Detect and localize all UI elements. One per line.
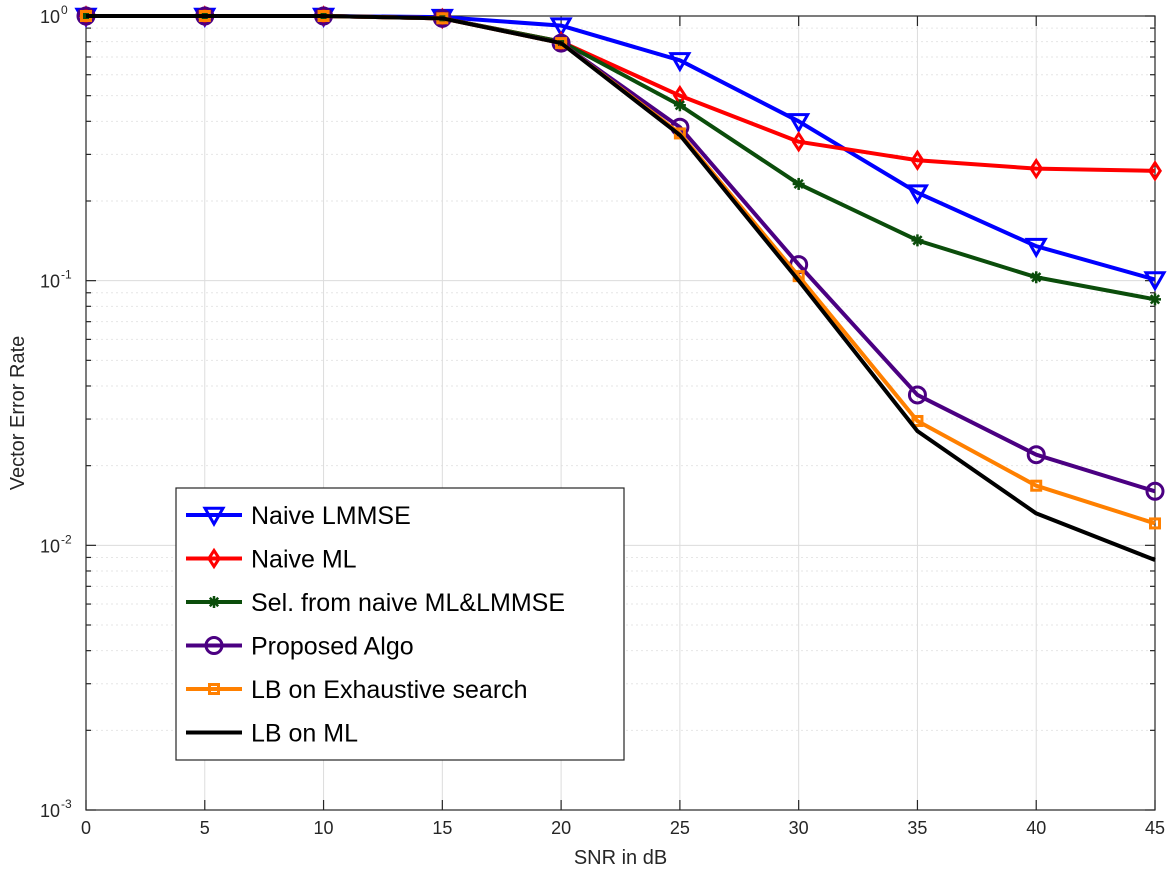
legend-label: Sel. from naive ML&LMMSE (251, 589, 565, 617)
data-point (792, 177, 805, 190)
data-point (1029, 157, 1044, 180)
legend-entry: Naive ML (186, 546, 357, 574)
series-0 (74, 7, 1167, 292)
x-tick-label: 15 (432, 818, 452, 838)
y-tick-label-exponent: 0 (61, 3, 68, 17)
data-point (911, 414, 924, 427)
y-tick-label: 10 (40, 801, 60, 821)
legend-marker (204, 636, 224, 655)
x-tick-label: 10 (314, 818, 334, 838)
series-line (86, 14, 1156, 173)
legend-entry: Proposed Algo (186, 633, 414, 661)
series-line (86, 14, 1156, 526)
x-tick-label: 35 (907, 818, 927, 838)
data-point (1143, 271, 1167, 292)
series-2 (80, 10, 1161, 306)
data-point (905, 184, 930, 205)
legend-label: LB on ML (251, 720, 358, 748)
marker-stroke (793, 178, 804, 190)
data-point (791, 130, 806, 153)
y-tick-label-exponent: -1 (61, 268, 72, 282)
x-tick-label: 5 (200, 818, 210, 838)
marker-stroke (1149, 294, 1161, 305)
series-3 (76, 6, 1165, 501)
marker-stroke (674, 100, 685, 111)
marker-stroke (208, 596, 220, 608)
legend-marker (207, 547, 221, 570)
data-point (673, 99, 686, 112)
marker-stroke (912, 235, 923, 246)
x-tick-label: 20 (551, 818, 571, 838)
data-point (1149, 293, 1161, 306)
x-tick-label: 40 (1026, 818, 1046, 838)
legend-entry: Sel. from naive ML&LMMSE (186, 589, 565, 617)
data-point (668, 52, 692, 73)
x-tick-label: 45 (1145, 818, 1165, 838)
legend-label: Proposed Algo (251, 633, 414, 661)
data-point (1024, 237, 1048, 259)
data-point (1149, 517, 1161, 530)
legend-marker (208, 596, 220, 608)
y-tick-label: 10 (40, 536, 60, 556)
series-1 (79, 5, 1162, 182)
series-line (86, 14, 1156, 302)
y-tick-label: 10 (40, 7, 60, 27)
data-point (911, 234, 924, 247)
marker-stroke (1031, 272, 1042, 283)
data-point (1030, 479, 1043, 492)
legend-label: Naive LMMSE (251, 502, 411, 530)
y-axis-title: Vector Error Rate (7, 336, 29, 491)
data-point (1030, 271, 1043, 284)
legend-label: Naive ML (251, 546, 357, 574)
data-point (1026, 445, 1046, 465)
series-layer (74, 5, 1167, 562)
data-point (787, 113, 811, 134)
series-line (86, 14, 1156, 562)
data-point (910, 149, 925, 172)
data-point (907, 385, 927, 405)
x-tick-label: 0 (81, 818, 91, 838)
series-5 (86, 14, 1156, 562)
plot-frame (85, 15, 1156, 811)
legend-marker (202, 506, 226, 528)
legend: Naive LMMSE Naive ML Sel. from naive ML&LM… (175, 487, 625, 761)
legend-marker (208, 683, 220, 695)
data-point (1145, 481, 1165, 501)
y-tick-label-exponent: -2 (61, 532, 72, 546)
series-line (86, 14, 1156, 282)
y-tick-label: 10 (40, 272, 60, 292)
x-tick-label: 25 (670, 818, 690, 838)
y-tick-label-exponent: -3 (61, 797, 72, 811)
legend-label: LB on Exhaustive search (251, 676, 528, 704)
x-axis-title: SNR in dB (574, 847, 667, 869)
legend-entry: Naive LMMSE (186, 502, 411, 530)
legend-entry: LB on ML (186, 720, 358, 748)
data-point (1148, 160, 1162, 182)
x-tick-label: 30 (789, 818, 809, 838)
data-point (549, 17, 573, 38)
legend-entry: LB on Exhaustive search (186, 676, 528, 704)
legend-box (175, 487, 625, 761)
